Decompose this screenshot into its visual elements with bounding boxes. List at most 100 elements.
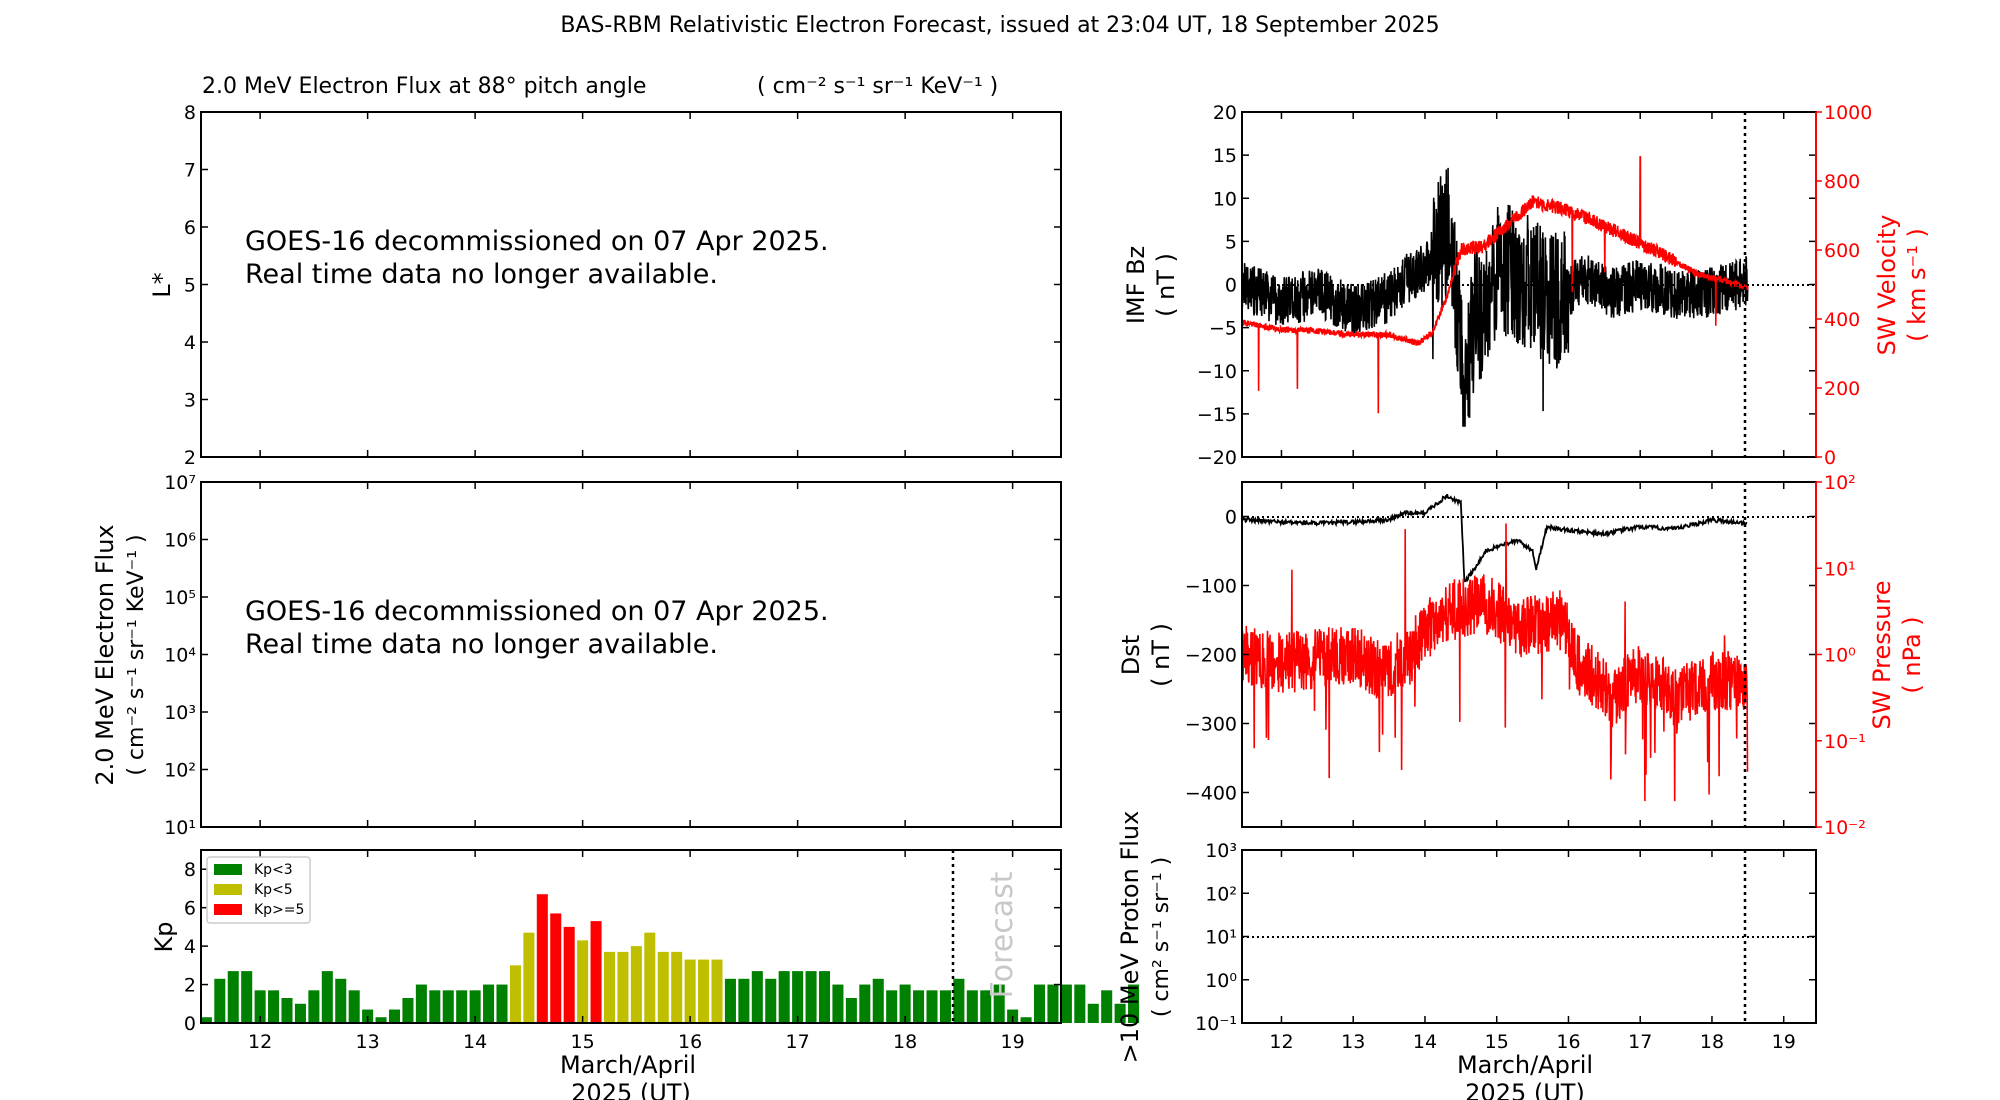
- kp-legend-swatch-mid: [214, 884, 242, 895]
- kp-bar: [254, 990, 266, 1023]
- imf-bz-y-label-line1: IMF Bz: [1122, 246, 1150, 324]
- electron-flux-message-line1: GOES-16 decommissioned on 07 Apr 2025.: [245, 596, 829, 627]
- proton-y-tick-label: 10¹: [1205, 927, 1237, 949]
- proton-x-tick-label: 18: [1700, 1031, 1724, 1053]
- sw-velocity-y-label-line1: SW Velocity: [1873, 215, 1901, 356]
- electron-flux-y-tick-label: 10⁴: [164, 645, 196, 667]
- kp-bar: [200, 1017, 212, 1023]
- kp-bar: [348, 990, 360, 1023]
- imf-bz-line: [1241, 167, 1749, 427]
- lstar-y-tick-label: 6: [184, 217, 196, 239]
- kp-y-tick-label: 4: [184, 936, 196, 958]
- kp-y-tick-label: 6: [184, 898, 196, 920]
- kp-bar: [308, 990, 320, 1023]
- sw-pressure-y-tick-label: 10⁰: [1824, 645, 1856, 667]
- proton-y-tick-label: 10²: [1205, 883, 1237, 905]
- electron-flux-y-tick-label: 10²: [164, 760, 196, 782]
- forecast-label: Forecast: [985, 871, 1020, 998]
- sw-velocity-y-ticks: 0 200 400 600 800 1000: [1815, 102, 1872, 469]
- kp-bar: [751, 971, 763, 1023]
- kp-x-tick-label: 19: [1001, 1031, 1025, 1053]
- sw-velocity-y-label-line2: ( km s⁻¹ ): [1903, 228, 1931, 342]
- sw-pressure-y-tick-label: 10⁻¹: [1824, 731, 1866, 753]
- proton-x-tick-label: 14: [1413, 1031, 1437, 1053]
- imf-bz-y-tick-label: 0: [1225, 275, 1237, 297]
- kp-bar: [886, 990, 898, 1023]
- imf-bz-y-tick-label: −5: [1209, 318, 1237, 340]
- kp-bar: [550, 913, 562, 1023]
- lstar-panel-title-units: ( cm⁻² s⁻¹ sr⁻¹ KeV⁻¹ ): [757, 74, 998, 99]
- kp-x-tick-label: 18: [893, 1031, 917, 1053]
- lstar-y-tick-label: 7: [184, 160, 196, 182]
- sw-pressure-y-tick-label: 10²: [1824, 472, 1856, 494]
- electron-flux-message-line2: Real time data no longer available.: [245, 629, 718, 660]
- kp-bar: [953, 978, 965, 1023]
- kp-bar: [926, 990, 938, 1023]
- lstar-y-ticks: 2 3 4 5 6 7 8: [184, 102, 1061, 469]
- imf-bz-y-tick-label: −15: [1197, 404, 1237, 426]
- dst-line: [1241, 493, 1748, 583]
- kp-x-tick-label: 17: [786, 1031, 810, 1053]
- electron-flux-y-tick-label: 10¹: [164, 817, 196, 839]
- dst-y-ticks: −400 −300 −200 −100 0: [1185, 507, 1816, 805]
- kp-bar: [939, 990, 951, 1023]
- kp-bar: [335, 978, 347, 1023]
- kp-bars: [200, 894, 1140, 1023]
- kp-bar: [214, 978, 226, 1023]
- kp-bar: [832, 984, 844, 1023]
- kp-bar: [1114, 1003, 1126, 1023]
- sw-velocity-y-tick-label: 400: [1824, 309, 1860, 331]
- kp-bar: [294, 1003, 306, 1023]
- kp-bar: [603, 951, 616, 1023]
- kp-bar: [778, 971, 790, 1023]
- dst-y-tick-label: 0: [1225, 507, 1237, 529]
- kp-legend-label-high: Kp>=5: [254, 902, 304, 918]
- kp-bar: [590, 921, 602, 1023]
- kp-y-label: Kp: [150, 922, 178, 953]
- proton-x-tick-label: 15: [1485, 1031, 1509, 1053]
- kp-bar: [563, 926, 575, 1023]
- kp-x-tick-label: 14: [463, 1031, 487, 1053]
- proton-y-label-line2: ( cm² s⁻¹ sr⁻¹ ): [1149, 857, 1174, 1017]
- kp-bar: [698, 959, 710, 1023]
- kp-bar: [1020, 1017, 1032, 1023]
- imf-bz-y-tick-label: 20: [1213, 102, 1237, 124]
- proton-x-tick-label: 17: [1628, 1031, 1652, 1053]
- imf-bz-y-tick-label: −10: [1197, 361, 1237, 383]
- imf-bz-panel: −20 −15 −10 −5 0 5 10 15 20 0 200 400 600 800 1000 IM…: [1122, 102, 1931, 469]
- imf-bz-y-tick-label: 10: [1213, 188, 1237, 210]
- kp-bar: [523, 932, 535, 1023]
- kp-bar: [483, 984, 495, 1023]
- kp-bar: [1033, 984, 1046, 1023]
- sw-velocity-y-tick-label: 600: [1824, 240, 1860, 262]
- figure-title: BAS-RBM Relativistic Electron Forecast, …: [560, 13, 1439, 38]
- proton-y-tick-label: 10³: [1205, 840, 1237, 862]
- kp-bar: [281, 998, 293, 1023]
- sw-velocity-y-tick-label: 200: [1824, 378, 1860, 400]
- imf-bz-y-ticks: −20 −15 −10 −5 0 5 10 15 20: [1197, 102, 1816, 469]
- dst-x-ticks: [1280, 482, 1785, 827]
- sw-velocity-y-tick-label: 1000: [1824, 102, 1872, 124]
- electron-flux-y-tick-label: 10³: [164, 702, 196, 724]
- kp-bar: [993, 984, 1005, 1023]
- kp-bar: [711, 959, 723, 1023]
- lstar-y-label: L*: [148, 272, 176, 297]
- kp-bar: [657, 951, 669, 1023]
- kp-bar: [1074, 984, 1086, 1023]
- kp-bar: [429, 990, 441, 1023]
- kp-bar: [765, 978, 777, 1023]
- proton-y-ticks: 10⁻¹ 10⁰ 10¹ 10² 10³: [1195, 840, 1816, 1035]
- kp-x-tick-label: 13: [356, 1031, 380, 1053]
- electron-flux-y-label-line2: ( cm⁻² s⁻¹ sr⁻¹ KeV⁻¹ ): [124, 534, 149, 775]
- dst-y-tick-label: −100: [1185, 576, 1237, 598]
- sw-pressure-line: [1241, 523, 1749, 802]
- kp-bar: [1128, 984, 1140, 1023]
- proton-x-label-line1: March/April: [1457, 1051, 1593, 1079]
- proton-y-label-line1: >10 MeV Proton Flux: [1116, 811, 1144, 1064]
- electron-flux-y-tick-label: 10⁷: [164, 472, 196, 494]
- imf-bz-y-tick-label: 15: [1213, 145, 1237, 167]
- kp-x-ticks: 12 13 14 15 16 17 18 19: [248, 850, 1025, 1053]
- kp-bar: [442, 990, 454, 1023]
